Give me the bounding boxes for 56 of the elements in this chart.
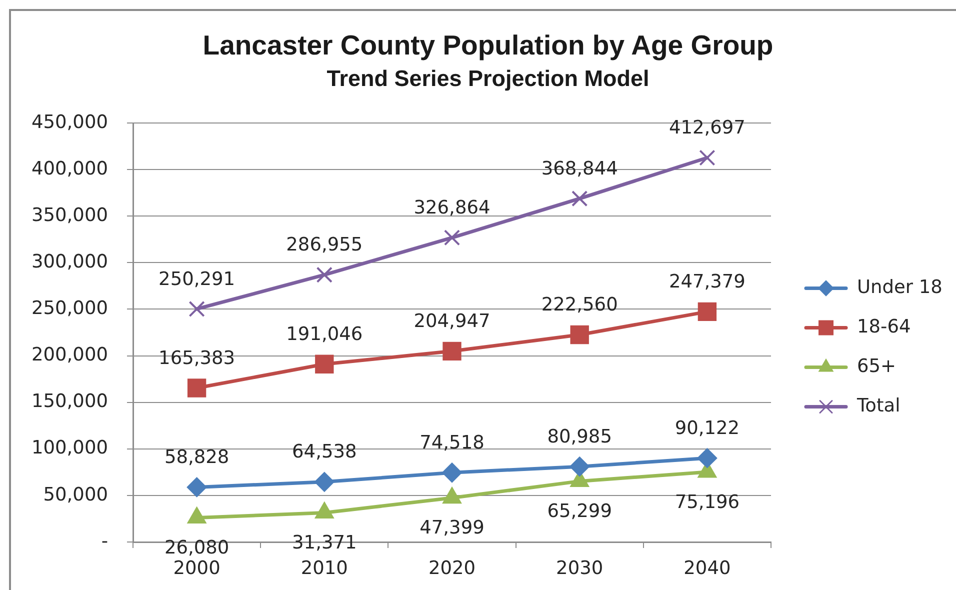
y-tick-label: 250,000 [31, 298, 108, 320]
y-tick-label: 400,000 [31, 158, 108, 180]
data-label: 326,864 [414, 197, 490, 218]
x-tick-label: 2010 [300, 558, 348, 579]
y-tick-label: 150,000 [31, 391, 108, 412]
legend-label: Under 18 [857, 277, 942, 298]
data-label: 165,383 [158, 348, 236, 369]
y-tick-label: 350,000 [31, 204, 108, 226]
data-label: 31,371 [292, 532, 357, 554]
data-label: 286,955 [286, 234, 363, 256]
data-label: 75,196 [674, 492, 740, 513]
point [442, 462, 462, 483]
point [572, 190, 588, 207]
data-label: 204,947 [414, 310, 490, 332]
legend-label: 65+ [857, 356, 896, 378]
data-label: 64,538 [292, 442, 357, 463]
data-label: 47,399 [420, 518, 484, 539]
point [314, 472, 334, 492]
point [444, 230, 460, 246]
point [570, 456, 590, 477]
point [699, 150, 716, 166]
legend-label: 18-64 [857, 316, 911, 338]
data-label: 58,828 [164, 447, 230, 468]
y-tick-label: - [101, 530, 108, 552]
chart-title: Lancaster County Population by Age Group [202, 30, 774, 61]
data-label: 65,299 [547, 501, 612, 522]
point [697, 448, 718, 468]
data-label: 74,518 [420, 432, 484, 454]
y-tick-label: 100,000 [31, 438, 108, 459]
x-tick-label: 2020 [428, 558, 476, 579]
point [187, 378, 206, 398]
y-tick-label: 50,000 [43, 484, 108, 506]
point [316, 266, 332, 283]
y-tick-label: 300,000 [31, 251, 108, 272]
legend-label: Total [856, 396, 900, 417]
x-tick-label: 2040 [684, 558, 731, 579]
x-tick-label: 2000 [173, 558, 220, 579]
chart-subtitle: Trend Series Projection Model [326, 66, 650, 92]
data-label: 80,985 [547, 426, 612, 448]
point [315, 354, 334, 374]
point [698, 302, 717, 321]
data-label: 412,697 [668, 118, 746, 139]
point [188, 300, 205, 318]
point [186, 477, 207, 498]
y-tick-label: 450,000 [31, 112, 108, 133]
x-tick-label: 2030 [556, 558, 604, 579]
data-label: 26,080 [164, 538, 230, 559]
data-label: 250,291 [158, 268, 236, 290]
data-label: 222,560 [541, 294, 618, 316]
data-label: 191,046 [286, 324, 363, 345]
point [570, 325, 589, 344]
point [442, 342, 462, 361]
y-tick-label: 200,000 [31, 344, 108, 366]
data-label: 247,379 [668, 271, 746, 292]
data-label: 90,122 [674, 418, 740, 439]
data-label: 368,844 [541, 158, 618, 180]
